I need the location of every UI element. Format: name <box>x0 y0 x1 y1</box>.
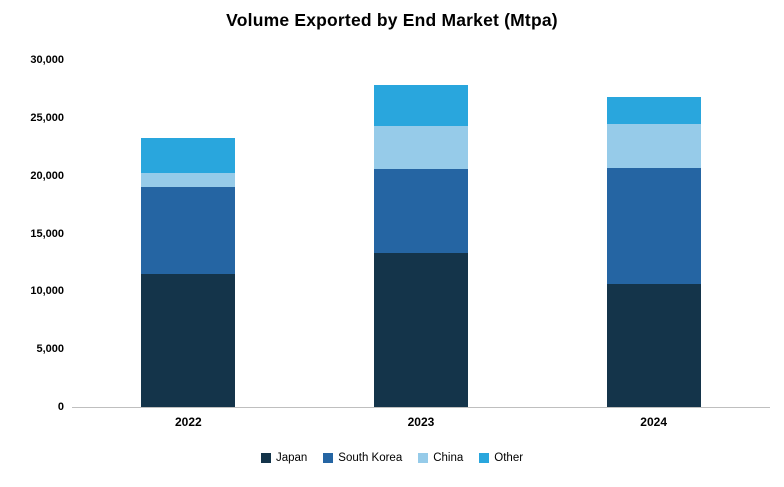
bar-segment-japan <box>374 253 468 407</box>
chart-title: Volume Exported by End Market (Mtpa) <box>226 10 558 30</box>
bar-segment-japan <box>606 284 701 407</box>
legend-swatch <box>418 453 429 463</box>
y-axis-tick-label: 0 <box>57 401 64 413</box>
x-axis-category-label: 2022 <box>174 415 202 429</box>
legend-item-other: Other <box>479 452 523 464</box>
bar-segment-other <box>606 97 701 124</box>
legend: Japan South Korea China Other <box>0 452 784 464</box>
legend-item-china: China <box>418 452 463 464</box>
y-axis-tick-label: 20,000 <box>30 169 64 182</box>
legend-label: Other <box>494 452 524 464</box>
y-axis-tick-label: 30,000 <box>30 54 64 66</box>
bar-segment-china <box>141 173 236 188</box>
plot-area <box>72 60 770 408</box>
legend-label: South Korea <box>338 452 403 464</box>
legend-swatch <box>260 453 271 463</box>
bar-segment-other <box>374 85 468 126</box>
y-axis-tick-label: 15,000 <box>30 227 64 240</box>
x-axis-category-label: 2024 <box>640 415 667 429</box>
bar-segment-other <box>141 137 236 174</box>
bar-segment-south-korea <box>141 187 236 274</box>
y-axis-tick-label: 10,000 <box>30 285 64 298</box>
x-axis-category-label: 2023 <box>407 415 435 429</box>
legend-item-japan: Japan <box>260 452 308 464</box>
legend-item-south-korea: South Korea <box>323 452 402 464</box>
bar-segment-south-korea <box>606 167 701 285</box>
y-axis-tick-label: 25,000 <box>30 111 64 124</box>
y-axis-tick-label: 5,000 <box>36 343 64 356</box>
legend-swatch <box>323 453 334 463</box>
x-axis-line <box>72 407 770 408</box>
bar-segment-south-korea <box>374 168 468 254</box>
bar-segment-china <box>374 125 468 169</box>
legend-label: Japan <box>275 452 308 464</box>
bar-segment-japan <box>141 273 236 407</box>
legend-label: China <box>433 452 464 464</box>
legend-swatch <box>479 453 490 463</box>
bar-segment-china <box>606 123 701 168</box>
